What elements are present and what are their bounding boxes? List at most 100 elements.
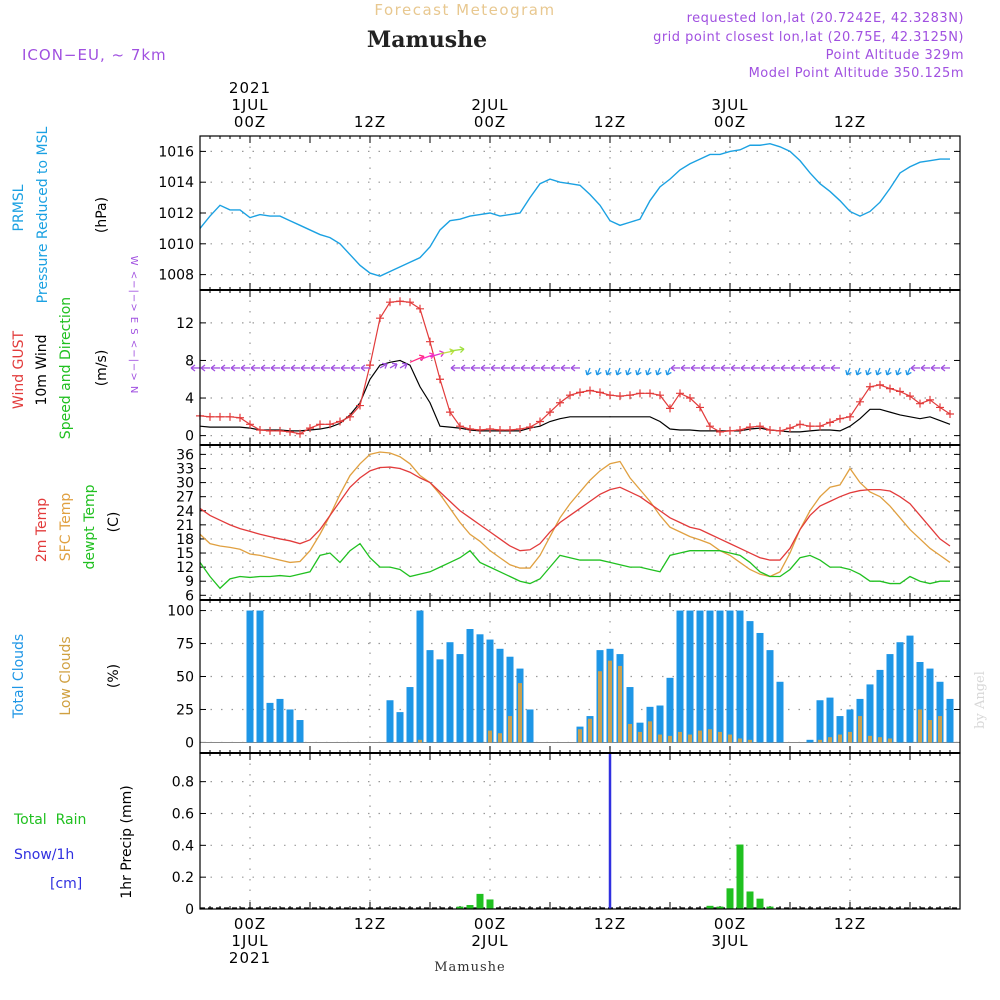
wind-arrow-head bbox=[391, 362, 398, 369]
gust-point bbox=[336, 417, 344, 426]
total-cloud-bar bbox=[926, 668, 934, 743]
wind-arrow-head bbox=[460, 364, 466, 372]
gust-point bbox=[356, 401, 364, 410]
wind-arrow-head bbox=[570, 364, 576, 372]
low-cloud-bar bbox=[638, 731, 642, 743]
wind-arrow-head bbox=[625, 369, 632, 376]
low-cloud-bar bbox=[708, 729, 712, 743]
gust-point bbox=[456, 422, 464, 431]
wind-10m-label: 10m Wind bbox=[34, 334, 50, 405]
low-cloud-bar bbox=[678, 731, 682, 743]
wind-arrow-head bbox=[401, 362, 408, 369]
rain-bar bbox=[766, 906, 774, 909]
total-cloud-bar bbox=[916, 661, 924, 743]
pressure-panel: 1008 1010 1012 1014 1016 bbox=[158, 135, 961, 291]
total-cloud-bar bbox=[806, 739, 814, 743]
header-model: ICON−EU, ~ 7km bbox=[22, 46, 167, 64]
total-cloud-bar bbox=[876, 669, 884, 743]
wind-panel: 0 4 8 12 bbox=[176, 289, 961, 446]
bottom-axis-label: 00Z bbox=[474, 915, 506, 933]
wind-arrow bbox=[896, 367, 901, 376]
total-cloud-bar bbox=[506, 656, 514, 743]
wind-arrow-head bbox=[595, 369, 602, 376]
gust-point bbox=[296, 429, 304, 438]
pressure-label-line2: Pressure Reduced to MSL bbox=[35, 126, 51, 303]
header-top-title: Forecast Meteogram bbox=[374, 1, 555, 19]
ytick-label: 1016 bbox=[158, 144, 194, 160]
gust-point bbox=[646, 389, 654, 398]
gust-point bbox=[266, 426, 274, 435]
gust-point bbox=[246, 420, 254, 429]
header-point-altitude: Point Altitude 329m bbox=[826, 48, 964, 63]
gust-point bbox=[796, 420, 804, 429]
total-cloud-bar bbox=[246, 610, 254, 743]
low-cloud-bar bbox=[508, 716, 512, 743]
wind-arrow-head bbox=[381, 362, 388, 369]
gust-point bbox=[876, 380, 884, 389]
wind-arrow-head bbox=[510, 364, 516, 372]
wind-arrow bbox=[636, 367, 641, 376]
low-cloud-bar bbox=[658, 734, 662, 743]
wind-arrow-head bbox=[190, 364, 196, 372]
wind-arrow bbox=[449, 348, 465, 352]
gust-point bbox=[316, 420, 324, 429]
ytick-label: 18 bbox=[176, 532, 194, 548]
gust-point bbox=[626, 391, 634, 400]
gust-point bbox=[916, 399, 924, 408]
gust-point bbox=[616, 392, 624, 401]
gust-point bbox=[766, 425, 774, 434]
wind-arrow-head bbox=[905, 369, 912, 376]
temp-2m-line bbox=[199, 466, 951, 561]
temp-2m-label: 2m Temp bbox=[34, 498, 50, 562]
wind-arrow-head bbox=[240, 364, 246, 372]
ytick-label: 100 bbox=[167, 604, 194, 620]
wind-arrow-head bbox=[220, 364, 226, 372]
gust-point bbox=[466, 425, 474, 434]
gust-point bbox=[636, 389, 644, 398]
bottom-axis-label: 2021 bbox=[229, 949, 271, 967]
header-location: Mamushe bbox=[367, 27, 487, 53]
wind-arrow bbox=[906, 367, 911, 376]
total-cloud-bar bbox=[496, 648, 504, 743]
ytick-label: 9 bbox=[185, 574, 194, 590]
wind-arrow-head bbox=[585, 369, 592, 376]
wind-arrow bbox=[389, 363, 398, 369]
ytick-label: 0 bbox=[185, 429, 194, 445]
gust-point bbox=[826, 418, 834, 427]
precip-unit: 1hr Precip (mm) bbox=[119, 785, 135, 898]
wind-arrow-head bbox=[645, 369, 652, 376]
low-cloud-bar bbox=[738, 738, 742, 743]
wind-arrow-head bbox=[830, 364, 836, 372]
wind-arrow-head bbox=[540, 364, 546, 372]
low-cloud-bar bbox=[838, 734, 842, 743]
ytick-label: 24 bbox=[176, 504, 194, 520]
header-model-point-altitude: Model Point Altitude 350.125m bbox=[749, 66, 964, 81]
gust-point bbox=[696, 403, 704, 412]
gust-point bbox=[516, 425, 524, 434]
ytick-label: 1012 bbox=[158, 206, 194, 222]
total-cloud-bar bbox=[466, 629, 474, 743]
gust-point bbox=[506, 425, 514, 434]
header-grid-point: grid point closest lon,lat (20.75E, 42.3… bbox=[653, 30, 964, 45]
rain-bar bbox=[476, 893, 484, 909]
rain-bar bbox=[716, 906, 724, 909]
wind-arrow-head bbox=[720, 364, 726, 372]
total-cloud-bar bbox=[626, 687, 634, 743]
gust-point bbox=[736, 425, 744, 434]
total-cloud-bar bbox=[436, 659, 444, 743]
pressure-line bbox=[199, 142, 950, 277]
wind-arrow bbox=[626, 367, 631, 376]
total-cloud-bar bbox=[656, 705, 664, 743]
wind-arrow-head bbox=[750, 364, 756, 372]
top-axis-label: 2021 bbox=[229, 79, 271, 97]
wind-arrow-head bbox=[340, 364, 346, 372]
top-axis-label: 12Z bbox=[594, 113, 626, 131]
top-axis-label: 3JUL bbox=[711, 96, 748, 114]
total-cloud-bar bbox=[666, 677, 674, 743]
gust-point bbox=[236, 413, 244, 422]
total-cloud-bar bbox=[476, 634, 484, 743]
wind-unit: (m/s) bbox=[94, 350, 110, 387]
